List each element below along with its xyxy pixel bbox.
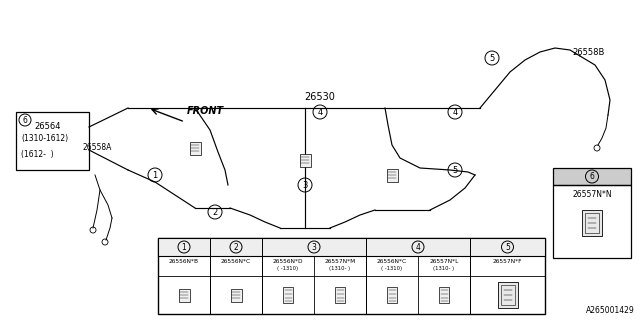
- Bar: [553, 185, 631, 258]
- Text: A265001429: A265001429: [586, 306, 635, 315]
- Text: 26557N*L: 26557N*L: [429, 259, 459, 264]
- Bar: [189, 141, 200, 155]
- Bar: [230, 289, 241, 301]
- Text: ( -1310): ( -1310): [381, 266, 403, 271]
- Text: 3: 3: [312, 243, 316, 252]
- Text: 4: 4: [415, 243, 420, 252]
- Bar: [387, 287, 397, 303]
- Text: (1612-  ): (1612- ): [21, 150, 54, 159]
- Text: 6: 6: [589, 172, 595, 181]
- Bar: [16, 112, 89, 170]
- Bar: [158, 238, 545, 256]
- Text: 2: 2: [212, 207, 218, 217]
- Text: 4: 4: [317, 108, 323, 116]
- Text: 26557N*M: 26557N*M: [324, 259, 356, 264]
- Text: 26556N*B: 26556N*B: [169, 259, 199, 264]
- Text: 26556N*C: 26556N*C: [377, 259, 407, 264]
- Text: 26557N*N: 26557N*N: [572, 190, 612, 199]
- Text: 5: 5: [505, 243, 510, 252]
- Text: 2: 2: [234, 243, 238, 252]
- Text: 5: 5: [452, 165, 458, 174]
- Text: 26558B: 26558B: [572, 48, 604, 57]
- Text: 3: 3: [302, 180, 308, 189]
- Text: 26564: 26564: [34, 122, 61, 131]
- Text: ( -1310): ( -1310): [277, 266, 299, 271]
- Bar: [582, 210, 602, 236]
- Text: 26556N*D: 26556N*D: [273, 259, 303, 264]
- Text: (1310- ): (1310- ): [330, 266, 351, 271]
- Text: 1: 1: [152, 171, 157, 180]
- Text: 4: 4: [452, 108, 458, 116]
- Text: 26530: 26530: [305, 92, 335, 102]
- Text: 26558A: 26558A: [82, 143, 111, 152]
- Bar: [300, 154, 310, 166]
- Bar: [439, 287, 449, 303]
- Bar: [158, 238, 545, 314]
- Text: (1310- ): (1310- ): [433, 266, 454, 271]
- Bar: [335, 287, 345, 303]
- Text: FRONT: FRONT: [187, 106, 224, 116]
- Bar: [585, 213, 599, 233]
- Bar: [500, 285, 515, 305]
- Text: (1310-1612): (1310-1612): [21, 134, 68, 143]
- Bar: [387, 169, 397, 181]
- Bar: [497, 282, 518, 308]
- Text: 5: 5: [490, 53, 495, 62]
- Text: 26556N*C: 26556N*C: [221, 259, 251, 264]
- Bar: [283, 287, 293, 303]
- Bar: [179, 289, 189, 301]
- Text: 6: 6: [22, 116, 28, 124]
- Text: 26557N*F: 26557N*F: [493, 259, 522, 264]
- Bar: [553, 168, 631, 185]
- Text: 1: 1: [182, 243, 186, 252]
